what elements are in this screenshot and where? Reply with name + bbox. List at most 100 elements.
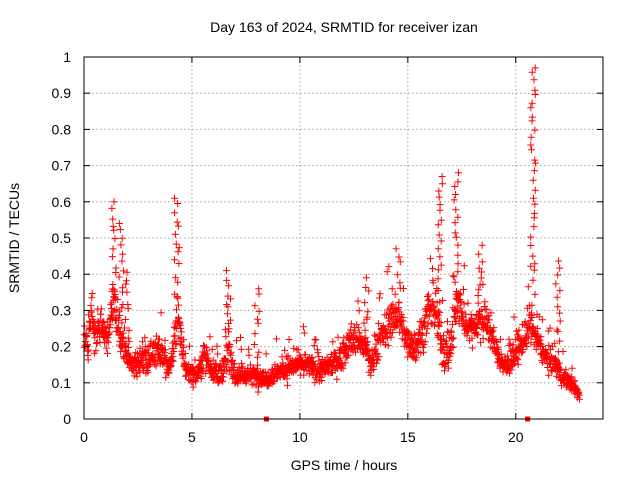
data-point: [478, 258, 486, 266]
data-point: [490, 324, 498, 332]
data-point: [436, 201, 444, 209]
data-point: [354, 324, 362, 332]
data-point: [455, 169, 462, 177]
data-point: [370, 346, 378, 354]
data-point: [537, 333, 545, 341]
data-point: [529, 252, 537, 260]
data-point: [526, 317, 534, 325]
data-point: [223, 301, 231, 308]
data-point: [122, 316, 130, 323]
data-point: [122, 280, 130, 288]
data-point: [477, 339, 485, 347]
data-point: [254, 319, 262, 327]
data-point: [220, 373, 227, 381]
data-point: [530, 194, 537, 202]
data-point: [213, 342, 221, 350]
data-point: [254, 315, 261, 323]
data-point: [429, 298, 437, 305]
data-point: [255, 285, 263, 293]
data-point: [109, 281, 117, 288]
data-point: [145, 343, 153, 350]
data-point: [171, 332, 179, 340]
data-point: [109, 245, 117, 253]
data-point: [552, 280, 560, 288]
data-point: [528, 146, 535, 154]
data-point: [294, 346, 302, 354]
data-point: [418, 331, 426, 339]
data-point: [109, 215, 117, 223]
data-point: [531, 159, 539, 167]
data-point: [437, 319, 445, 327]
data-point: [204, 354, 212, 362]
data-point: [141, 334, 149, 342]
data-point: [171, 209, 179, 217]
data-point: [174, 200, 182, 207]
data-point: [132, 349, 140, 357]
data-point: [124, 344, 132, 351]
data-point: [126, 352, 133, 360]
data-point: [437, 237, 445, 245]
y-tick-label: 0.7: [52, 158, 72, 174]
data-point: [118, 257, 126, 265]
data-point: [383, 268, 391, 276]
data-point: [457, 299, 465, 307]
data-point: [395, 253, 403, 261]
x-tick-label: 5: [188, 429, 196, 445]
data-point: [396, 279, 404, 287]
data-point: [118, 319, 126, 327]
data-point: [211, 360, 219, 368]
data-point: [527, 262, 535, 270]
data-point: [169, 357, 177, 365]
data-point: [115, 220, 123, 227]
data-point: [475, 250, 483, 258]
data-point: [97, 305, 105, 313]
data-point: [422, 329, 430, 337]
data-point: [352, 348, 359, 356]
data-point: [399, 317, 407, 325]
data-point: [505, 342, 513, 349]
data-point: [497, 350, 505, 358]
data-point: [454, 213, 462, 221]
data-point: [429, 279, 437, 287]
data-point: [517, 349, 525, 357]
data-point: [434, 245, 442, 253]
data-point: [478, 241, 486, 249]
data-point: [473, 325, 481, 332]
data-point: [110, 198, 118, 206]
data-point: [435, 187, 443, 195]
data-point: [524, 283, 532, 291]
data-point: [435, 231, 443, 239]
data-point: [474, 299, 482, 307]
data-point: [360, 335, 368, 343]
data-point: [123, 288, 131, 296]
data-point: [422, 311, 430, 319]
data-point: [527, 242, 535, 249]
x-tick-label: 10: [292, 429, 308, 445]
data-point: [144, 368, 152, 376]
data-point: [170, 345, 178, 353]
data-point: [436, 253, 444, 261]
data-point: [106, 321, 114, 329]
data-point: [396, 258, 404, 266]
data-point: [186, 342, 193, 350]
data-point: [85, 346, 92, 354]
data-point: [438, 173, 446, 180]
data-point: [102, 344, 110, 352]
data-point: [460, 262, 468, 270]
data-point: [117, 338, 124, 346]
data-point: [176, 321, 184, 329]
data-point: [476, 308, 483, 315]
data-point: [273, 375, 281, 383]
data-point: [284, 381, 291, 389]
data-point: [527, 133, 535, 141]
data-point: [175, 260, 183, 267]
data-point: [363, 348, 371, 356]
data-point: [347, 320, 355, 328]
data-point: [394, 271, 402, 279]
data-point: [527, 104, 535, 112]
data-point: [513, 355, 521, 363]
data-point: [387, 333, 395, 341]
data-point: [133, 373, 141, 381]
data-point: [556, 337, 564, 345]
